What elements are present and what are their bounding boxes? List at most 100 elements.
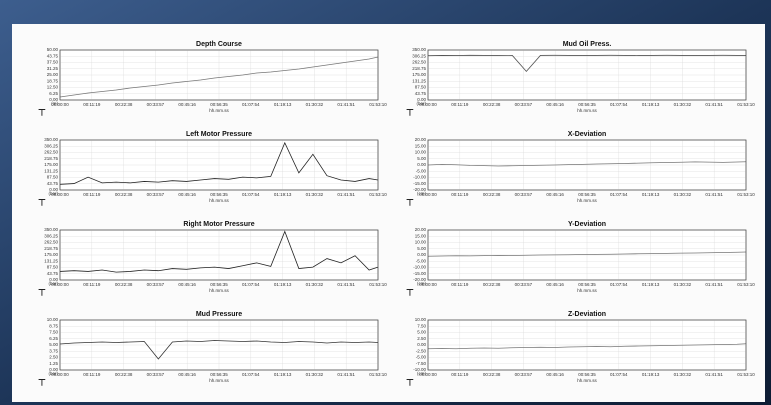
x-tick-label: 00:00:00 [51,282,69,287]
x-tick-label: 00:22:38 [483,372,501,377]
x-tick-label: 00:33:57 [147,372,165,377]
y-tick-label: 2.50 [49,355,58,360]
y-tick-label: 0.00 [417,252,426,257]
y-tick-label: 10.00 [47,317,59,322]
x-tick-label: 01:07:54 [242,372,260,377]
y-tick-label: 218.75 [44,246,58,251]
x-tick-label: 01:53:10 [737,102,755,107]
x-tick-label: 01:41:51 [337,102,355,107]
y-tick-label: -20.00 [413,277,426,282]
y-tick-label: 306.25 [412,53,426,58]
y-tick-label: 87.50 [47,175,59,180]
data-line [59,56,379,98]
chart-title: Y-Deviation [568,221,606,228]
x-tick-label: 00:56:35 [578,192,596,197]
y-tick-label: 2.50 [417,336,426,341]
y-tick-label: -20.00 [413,187,426,192]
x-tick-label: 01:41:51 [337,372,355,377]
chart-title: Mud Pressure [196,311,242,318]
y-tick-label: -2.50 [416,348,427,353]
x-tick-label: 00:45:16 [546,102,564,107]
toolbar-icon: ⊤ [38,107,46,117]
x-axis-label: hh.mm.ss [209,288,229,293]
data-line [427,343,747,350]
toolbar-icon: ⊤ [406,197,414,207]
x-axis-label: hh.mm.ss [209,378,229,383]
x-tick-label: 00:33:57 [515,192,533,197]
x-tick-label: 00:22:38 [483,102,501,107]
toolbar-icon: ⊤ [406,287,414,297]
x-tick-label: 01:19:13 [274,102,292,107]
x-tick-label: 01:53:10 [369,192,387,197]
chart-title: Depth Course [196,41,242,48]
x-tick-label: 01:30:32 [674,192,692,197]
x-tick-label: 00:45:16 [546,192,564,197]
x-tick-label: 00:45:16 [178,192,196,197]
x-tick-label: 01:07:54 [610,192,628,197]
data-line [427,54,746,73]
x-tick-label: 01:19:13 [642,102,660,107]
y-unit: (cm) [417,281,426,286]
y-tick-label: 20.00 [415,227,427,232]
x-tick-label: 00:11:19 [451,192,469,197]
x-tick-label: 01:07:54 [242,192,260,197]
y-tick-label: -15.00 [413,271,426,276]
toolbar-icon: ⊤ [38,197,46,207]
x-tick-label: 01:30:32 [306,102,324,107]
y-unit: (m) [51,101,58,106]
data-line [59,141,379,185]
x-tick-label: 00:56:35 [578,282,596,287]
y-tick-label: 350.00 [44,227,58,232]
x-tick-label: 01:07:54 [610,282,628,287]
y-tick-label: 0.00 [49,277,58,282]
y-tick-label: 43.75 [47,271,59,276]
y-tick-label: 1.25 [49,361,58,366]
x-tick-label: 01:53:10 [737,372,755,377]
y-tick-label: 306.25 [44,233,58,238]
x-tick-label: 00:00:00 [51,192,69,197]
y-tick-label: 7.50 [49,330,58,335]
x-tick-label: 00:45:16 [546,282,564,287]
y-tick-label: -10.00 [413,265,426,270]
x-tick-label: 00:00:00 [419,282,437,287]
plot-frame [59,139,379,191]
x-tick-label: 00:00:00 [51,102,69,107]
y-tick-label: 87.50 [47,265,59,270]
x-tick-label: 00:22:38 [483,192,501,197]
y-tick-label: 262.50 [44,150,58,155]
x-tick-label: 00:22:38 [115,282,133,287]
y-tick-label: 6.25 [49,91,58,96]
x-tick-label: 01:19:13 [274,192,292,197]
x-axis-label: hh.mm.ss [577,288,597,293]
y-unit: (bar) [48,281,58,286]
x-tick-label: 00:22:38 [115,102,133,107]
y-tick-label: 87.50 [415,85,427,90]
y-tick-label: 350.00 [44,137,58,142]
x-tick-label: 00:45:16 [178,102,196,107]
y-tick-label: 25.00 [47,72,59,77]
y-tick-label: 5.00 [417,246,426,251]
y-tick-label: 7.50 [417,323,426,328]
x-tick-label: 01:53:10 [737,282,755,287]
chart-title: X-Deviation [568,131,607,138]
y-tick-label: 0.00 [417,162,426,167]
x-tick-label: 01:41:51 [705,102,723,107]
y-tick-label: 10.00 [415,150,427,155]
x-tick-label: 01:07:54 [242,102,260,107]
x-tick-label: 00:11:19 [83,372,101,377]
y-tick-label: 5.00 [417,156,426,161]
x-tick-label: 00:56:35 [210,102,228,107]
y-tick-label: 3.75 [49,348,58,353]
x-axis-label: hh.mm.ss [209,108,229,113]
y-tick-label: 10.00 [415,317,427,322]
y-unit: (cm) [417,191,426,196]
y-tick-label: 18.75 [47,78,59,83]
toolbar-icon: ⊤ [406,107,414,117]
y-tick-label: 43.75 [415,91,427,96]
y-tick-label: 0.00 [417,342,426,347]
chart-title: Left Motor Pressure [186,131,252,138]
y-tick-label: 12.50 [47,85,59,90]
x-tick-label: 00:33:57 [515,372,533,377]
y-tick-label: 31.25 [47,66,59,71]
chart-title: Right Motor Pressure [183,221,254,228]
